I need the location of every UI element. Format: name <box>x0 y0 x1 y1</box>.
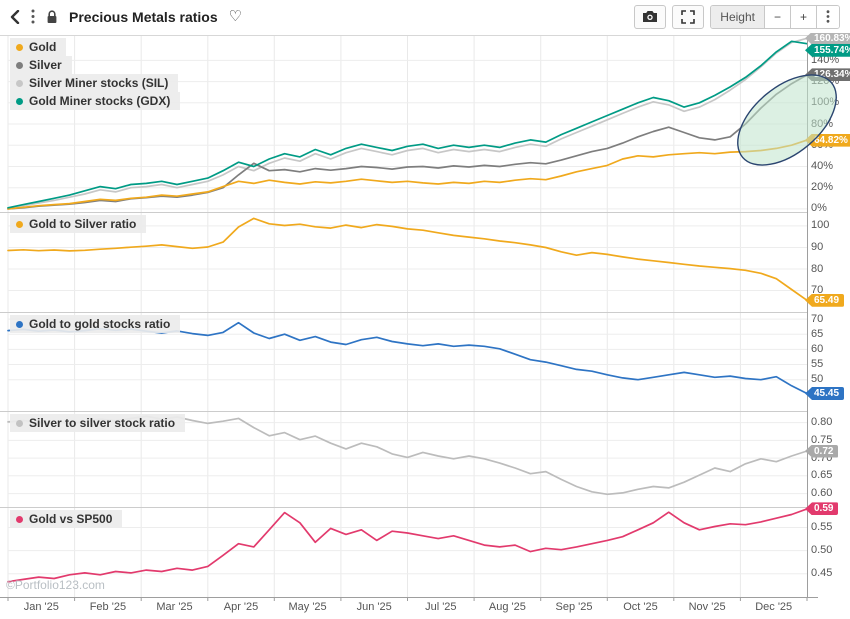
y-axis-tick-label: 0.80 <box>811 416 833 429</box>
legend-label: Silver Miner stocks (SIL) <box>29 76 169 90</box>
y-axis-tick-label: 65 <box>811 327 824 340</box>
last-value-badge-gold-to-silver-ratio: 65.49 <box>805 293 845 307</box>
x-axis-month-label: Feb '25 <box>89 601 127 613</box>
x-axis-month-label: Mar '25 <box>156 601 193 613</box>
last-value-badge-gold-vs-sp500: 0.59 <box>805 502 839 516</box>
last-value-badge-gold-to-gold-stocks-ratio: 45.45 <box>805 387 845 400</box>
back-chevron-icon <box>10 9 20 24</box>
snapshot-button[interactable] <box>634 4 667 29</box>
expand-icon <box>681 9 696 24</box>
legend-item-gold-to-gold-stocks-ratio[interactable]: Gold to gold stocks ratio <box>10 315 181 333</box>
y-axis-tick-label: 55 <box>811 358 824 370</box>
watermark: ©Portfolio123.com <box>6 578 105 592</box>
x-axis-month-label: Apr '25 <box>223 601 259 613</box>
series-line-gold <box>7 139 808 210</box>
y-axis-tick-label: 70 <box>811 312 824 325</box>
height-label: Height <box>711 5 764 28</box>
page-title: Precious Metals ratios <box>69 8 218 25</box>
y-axis-tick-label: 0.50 <box>811 544 833 557</box>
height-increase-button[interactable]: + <box>789 5 816 28</box>
y-axis-tick-label: 40% <box>811 160 834 172</box>
kebab-menu-icon <box>31 9 35 24</box>
legend-label: Gold to gold stocks ratio <box>29 317 171 331</box>
heart-icon: ♡ <box>228 8 243 25</box>
legend-label: Gold <box>29 40 57 54</box>
height-control: Height − + <box>710 4 840 29</box>
legend-label: Silver <box>29 58 62 72</box>
legend-label: Gold vs SP500 <box>29 512 113 526</box>
height-menu-button[interactable] <box>816 5 839 28</box>
y-axis-tick-label: 80 <box>811 262 824 275</box>
legend-item-gold-vs-sp500[interactable]: Gold vs SP500 <box>10 510 123 528</box>
kebab-menu-icon <box>826 10 830 23</box>
y-axis-tick-label: 60 <box>811 342 824 355</box>
y-axis-tick-label: 90 <box>811 241 824 253</box>
legend-dot-icon <box>16 220 23 228</box>
y-axis-tick-label: 100% <box>811 96 840 109</box>
last-value-badge-performance-percent: 126.34% <box>805 68 850 82</box>
legend-label: Silver to silver stock ratio <box>29 416 176 430</box>
last-value-badge-performance-percent: 155.74% <box>805 43 850 57</box>
legend-item-gold-miner-stocks-gdx[interactable]: Gold Miner stocks (GDX) <box>10 92 181 110</box>
y-axis-tick-label: 80% <box>811 117 834 130</box>
series-line-gold-miner-stocks-gdx <box>7 40 808 209</box>
x-axis-month-label: Jul '25 <box>425 601 457 613</box>
y-axis-tick-label: 0.60 <box>811 487 833 500</box>
legend-item-gold-to-silver-ratio[interactable]: Gold to Silver ratio <box>10 215 147 233</box>
legend-dot-icon <box>16 515 23 523</box>
header: Precious Metals ratios ♡ Height − + <box>0 0 850 33</box>
x-axis-month-label: Sep '25 <box>555 601 593 613</box>
last-value-badge-performance-percent: 64.82% <box>805 133 850 147</box>
series-line-gold-vs-sp500 <box>7 508 808 583</box>
legend-label: Gold to Silver ratio <box>29 217 137 231</box>
y-axis-tick-label: 140% <box>811 53 840 66</box>
legend-dot-icon <box>16 61 23 69</box>
legend-dot-icon <box>16 97 23 105</box>
camera-icon <box>642 10 658 23</box>
lock-icon <box>46 9 58 24</box>
x-axis-month-label: Jun '25 <box>356 601 392 613</box>
legend-dot-icon <box>16 320 23 328</box>
y-axis-tick-label: 20% <box>811 181 834 194</box>
fullscreen-button[interactable] <box>672 4 705 29</box>
y-axis-tick-label: 0.65 <box>811 469 833 482</box>
legend-item-silver-miner-stocks-sil[interactable]: Silver Miner stocks (SIL) <box>10 74 179 92</box>
x-axis-month-label: Aug '25 <box>488 601 526 613</box>
series-line-gold-to-silver-ratio <box>7 217 808 302</box>
legend-item-gold[interactable]: Gold <box>10 38 67 56</box>
y-axis-tick-label: 50 <box>811 373 824 386</box>
favorite-button[interactable]: ♡ <box>229 9 242 24</box>
legend-dot-icon <box>16 419 23 427</box>
y-axis-tick-label: 0% <box>811 202 827 215</box>
y-axis-tick-label: 70 <box>811 284 824 296</box>
x-axis-month-label: Dec '25 <box>755 601 793 613</box>
y-axis-tick-label: 0.75 <box>811 433 833 446</box>
x-axis-month-label: May '25 <box>288 601 327 613</box>
x-axis-month-label: Jan '25 <box>23 601 59 613</box>
legend-item-silver-to-silver-stock-ratio[interactable]: Silver to silver stock ratio <box>10 414 186 432</box>
y-axis-tick-label: 0.55 <box>811 521 833 533</box>
legend-dot-icon <box>16 79 23 87</box>
legend-dot-icon <box>16 43 23 51</box>
panel-1-plot-area[interactable] <box>8 36 807 211</box>
x-axis-month-label: Nov '25 <box>688 601 726 613</box>
more-options-button[interactable] <box>31 9 35 24</box>
series-line-silver-miner-stocks-sil <box>7 37 808 210</box>
last-value-badge-silver-to-silver-stock-ratio: 0.72 <box>805 444 839 458</box>
x-axis-month-label: Oct '25 <box>623 601 658 613</box>
height-decrease-button[interactable]: − <box>763 5 790 28</box>
back-button[interactable] <box>10 9 20 24</box>
last-value-badge-performance-percent: 160.83% <box>805 31 850 45</box>
panel-5-plot-area[interactable] <box>8 508 807 597</box>
y-axis-tick-label: 0.45 <box>811 567 833 580</box>
legend-label: Gold Miner stocks (GDX) <box>29 94 171 108</box>
y-axis-tick-label: 100 <box>811 219 830 232</box>
legend-item-silver[interactable]: Silver <box>10 56 72 74</box>
